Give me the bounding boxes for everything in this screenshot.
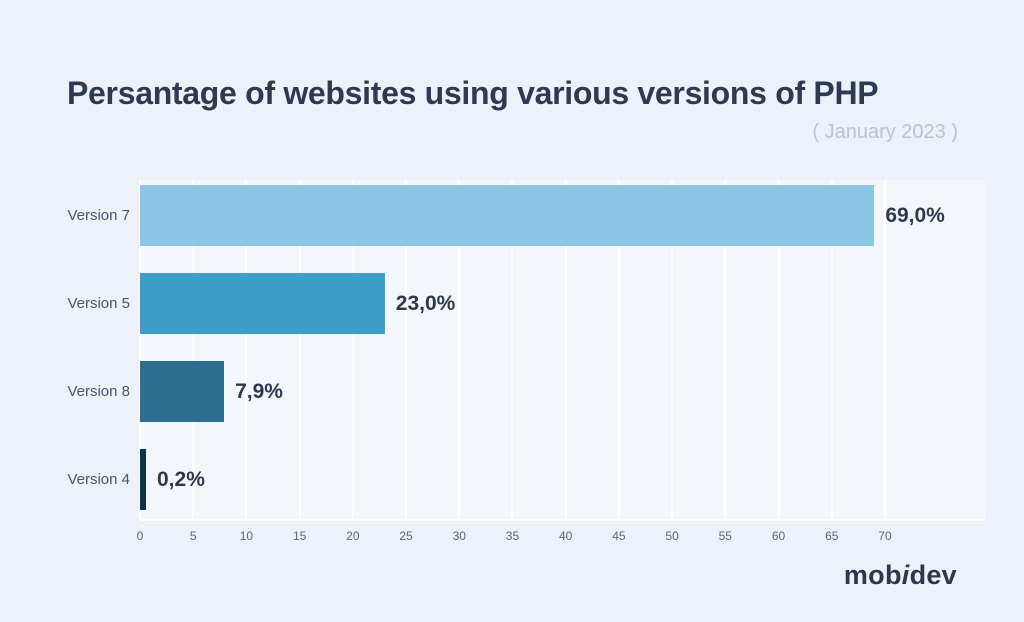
value-label: 23,0% (395, 291, 456, 315)
category-label: Version 8 (67, 383, 130, 400)
logo-text-dev: dev (909, 560, 957, 590)
bar-version-4 (140, 449, 146, 510)
gridline (351, 180, 354, 519)
mobidev-logo: mobidev (844, 560, 957, 591)
chart-title: Persantage of websites using various ver… (67, 75, 879, 111)
gridline (245, 180, 248, 519)
x-axis: 0 5 10 15 20 25 30 35 40 45 50 55 60 65 70 (136, 529, 985, 545)
x-tick-label: 70 (878, 529, 892, 543)
x-tick-label: 35 (505, 529, 520, 543)
gridline (564, 180, 567, 519)
gridline (192, 180, 195, 519)
chart-subtitle: ( January 2023 ) (812, 121, 958, 143)
x-tick-label: 45 (612, 529, 626, 543)
x-tick-label: 25 (399, 529, 413, 543)
bar-version-5 (140, 273, 385, 334)
x-tick-label: 65 (825, 529, 839, 543)
x-tick-label: 50 (665, 529, 679, 543)
value-label: 69,0% (885, 203, 945, 227)
value-label: 0,2% (157, 467, 205, 491)
x-tick-label: 15 (292, 529, 307, 543)
gridline (298, 180, 301, 519)
x-tick-label: 30 (452, 529, 466, 543)
chart-row: Version 7 69,0% (0, 185, 1024, 246)
gridline (830, 180, 833, 519)
x-tick-label: 5 (189, 529, 197, 543)
gridline (139, 180, 141, 519)
x-tick-label: 0 (136, 529, 144, 543)
gridline (458, 180, 461, 519)
x-tick-label: 10 (239, 529, 254, 543)
bar-version-8 (140, 361, 225, 422)
gridline (405, 180, 408, 519)
logo-text-mob: mob (843, 560, 902, 590)
chart-row: Version 8 7,9% (0, 361, 1024, 422)
logo-text-i: i (901, 560, 910, 590)
gridline (883, 180, 886, 519)
chart-row: Version 5 23,0% (0, 273, 1024, 334)
category-label: Version 4 (67, 471, 130, 488)
x-tick-label: 40 (559, 529, 573, 543)
category-label: Version 7 (67, 207, 130, 224)
gridline (617, 180, 620, 519)
x-tick-label: 60 (771, 529, 786, 543)
x-tick-label: 20 (346, 529, 360, 543)
x-tick-label: 55 (718, 529, 732, 543)
chart-rows: Version 7 69,0% Version 5 23,0% Version 8 7,9… (0, 180, 1024, 521)
gridline (511, 180, 514, 519)
gridline (777, 180, 780, 519)
bar-version-7 (140, 185, 875, 246)
gridline (671, 180, 674, 519)
gridline (724, 180, 727, 519)
category-label: Version 5 (67, 295, 130, 312)
chart-row: Version 4 0,2% (0, 449, 1024, 510)
value-label: 7,9% (235, 379, 283, 403)
